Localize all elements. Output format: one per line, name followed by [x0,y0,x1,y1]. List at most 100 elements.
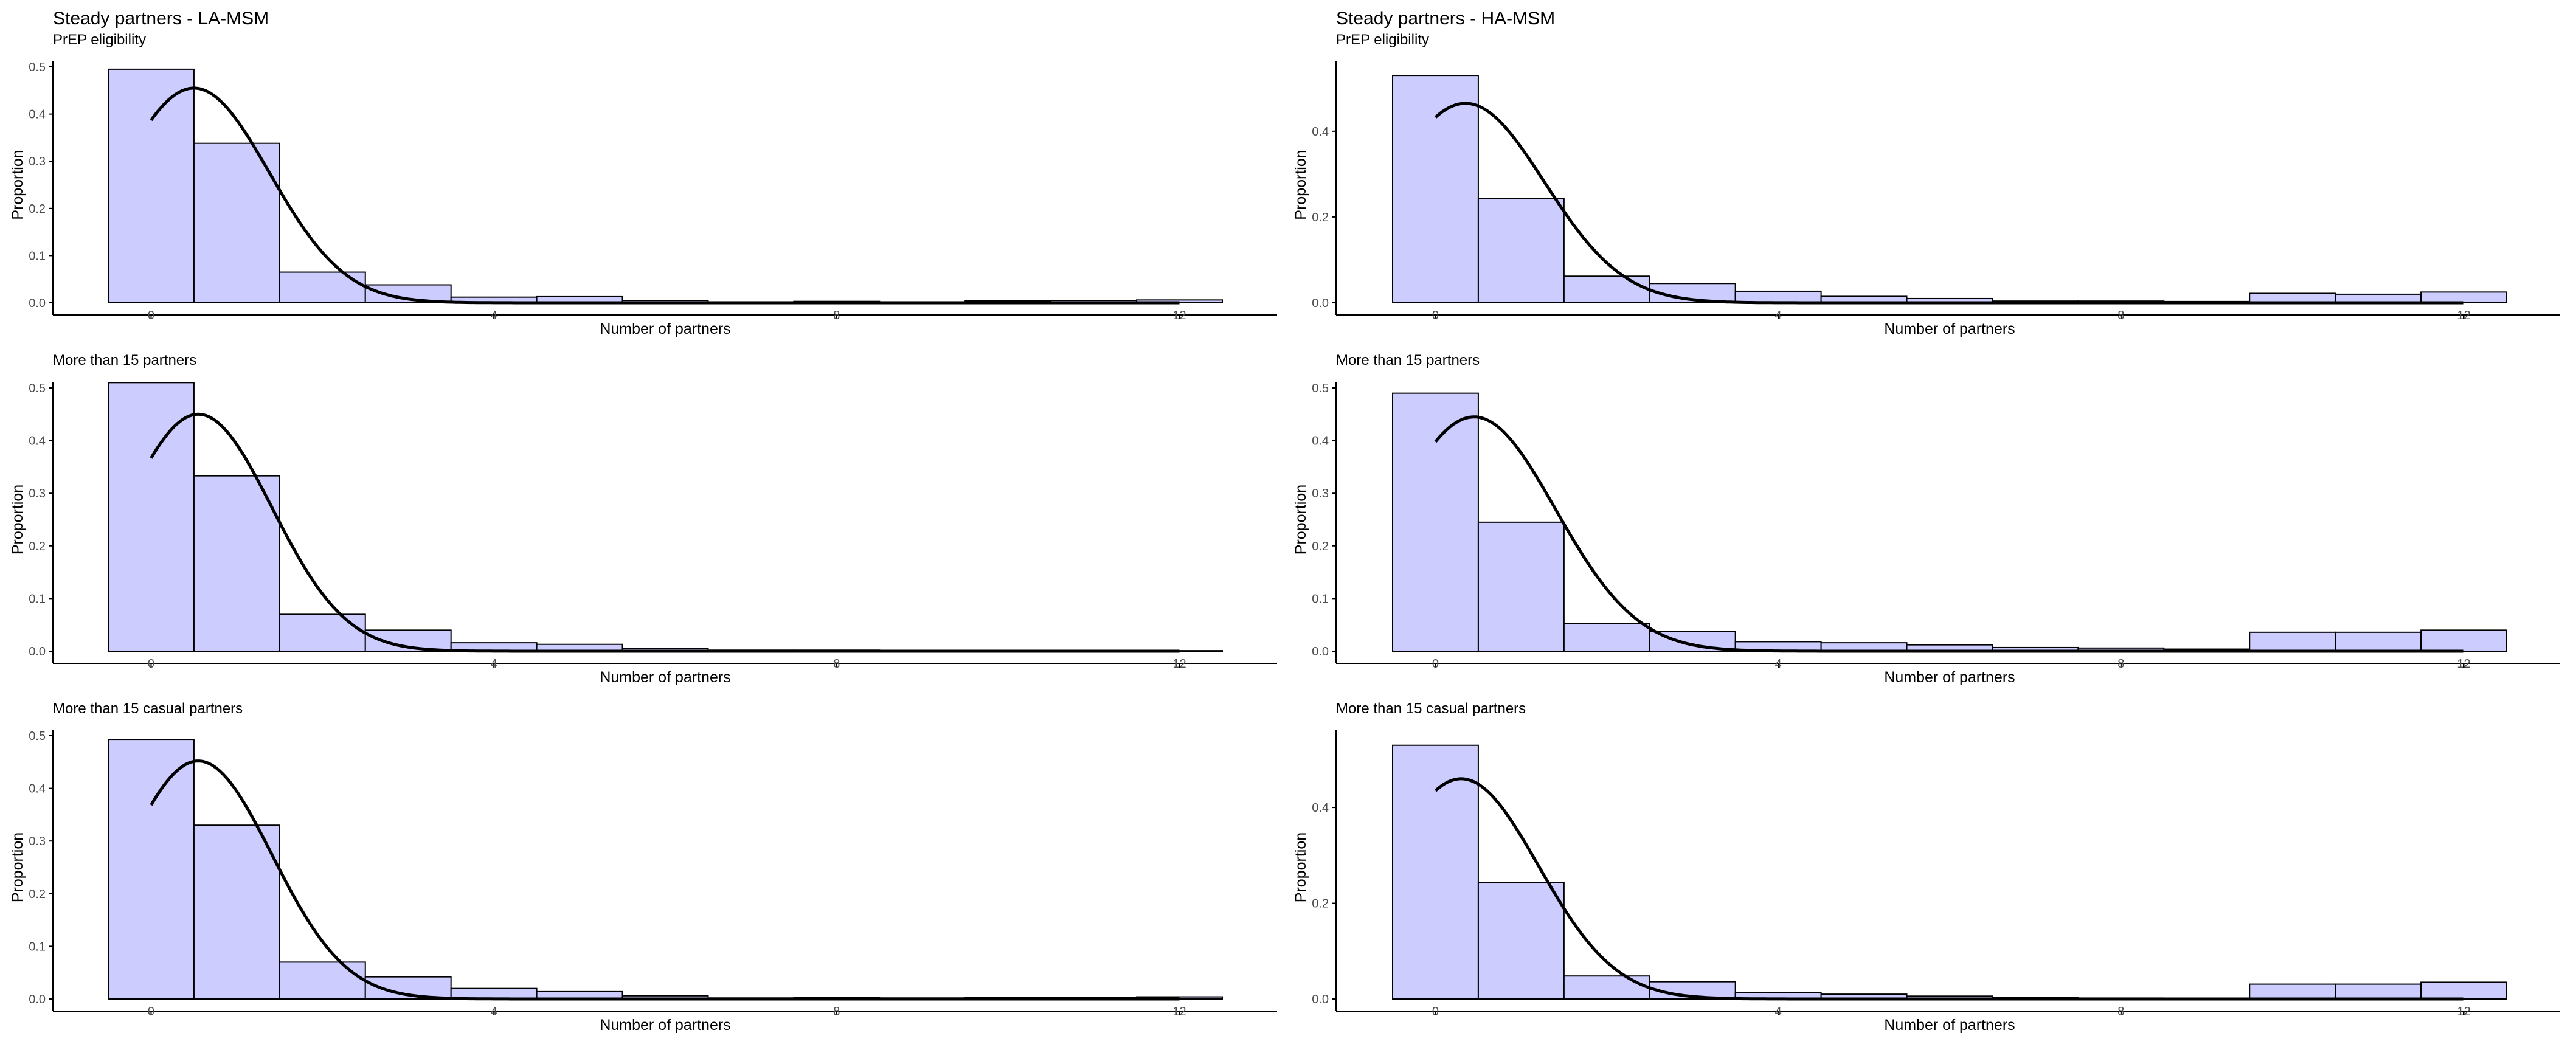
y-tick-label: 0.0 [1312,993,1329,1006]
x-tick-label: 12 [1172,1005,1186,1018]
panel-5: More than 15 casual partners 0.0 0.1 0.2 0.3… [9,700,1277,1034]
y-tick-label: 0.1 [1312,592,1329,606]
x-axis-label: Number of partners [600,669,730,686]
panel-1: PrEP eligibility 0.0 0.1 0.2 0.3 0.4 0.5 0 4 8 12 N… [9,32,1277,337]
y-tick-label: 0.4 [1312,125,1329,139]
x-tick-label: 0 [1432,309,1439,322]
x-tick-label: 12 [1172,309,1186,322]
x-tick-label: 0 [148,1005,154,1018]
histogram-bar [1563,975,1650,1000]
histogram-bar [193,475,280,652]
panel-subtitle: PrEP eligibility [1336,32,1429,48]
histogram-bar [279,271,366,303]
histogram-bar [2420,981,2507,1000]
y-tick-label: 0.1 [29,592,46,606]
y-axis-label: Proportion [9,150,26,219]
histogram-bar [2335,983,2422,1000]
x-tick-label: 4 [1775,1005,1782,1018]
x-tick-label: 8 [833,1005,840,1018]
x-axis-label: Number of partners [1884,1017,2015,1034]
histogram-bar [2249,983,2336,1000]
histogram-bar [1477,521,1565,652]
chart-title: Steady partners - HA-MSM [1336,9,1555,29]
y-tick-label: 0.4 [1312,801,1329,815]
y-tick-label: 0.0 [29,645,46,658]
x-tick-label: 8 [2117,1005,2124,1018]
y-tick-label: 0.5 [1312,382,1329,395]
x-tick-label: 12 [1172,657,1186,671]
chart-title: Steady partners - LA-MSM [53,9,269,29]
x-tick-label: 4 [491,1005,497,1018]
y-tick-label: 0.5 [29,382,46,395]
density-curve [150,412,1180,653]
y-tick-label: 0.0 [29,297,46,310]
y-tick-label: 0.3 [29,155,46,168]
y-tick-label: 0.1 [29,249,46,263]
histogram-bar [1392,392,1479,652]
panel-subtitle: More than 15 partners [53,352,196,368]
histogram-bar [1563,275,1650,303]
panel-2: PrEP eligibility 0.0 0.2 0.4 0 4 8 12 Number of … [1292,32,2560,337]
x-axis-label: Number of partners [600,1017,730,1034]
y-tick-label: 0.3 [29,835,46,848]
y-tick-label: 0.1 [29,940,46,953]
density-curve [1434,102,2464,305]
y-tick-label: 0.0 [29,993,46,1006]
histogram-bar [108,739,195,1000]
x-tick-label: 0 [1432,1005,1439,1018]
histogram-bar [2249,631,2336,652]
y-tick-label: 0.2 [1312,897,1329,911]
panel-6: More than 15 casual partners 0.0 0.2 0.4 0 4 8… [1292,700,2560,1034]
y-tick-label: 0.0 [1312,645,1329,658]
histogram-bar [193,824,280,1000]
y-axis-label: Proportion [9,485,26,555]
y-tick-label: 0.5 [29,730,46,743]
histogram-bar [1477,198,1565,304]
y-tick-label: 0.2 [29,888,46,901]
histogram-bar [1477,882,1565,1000]
histogram-bar [193,142,280,303]
y-tick-label: 0.5 [29,61,46,74]
y-axis-label: Proportion [1292,485,1309,555]
x-axis-label: Number of partners [1884,320,2015,337]
panel-subtitle: More than 15 casual partners [1336,700,1526,717]
x-tick-label: 8 [833,657,840,671]
panel-3: More than 15 partners 0.0 0.1 0.2 0.3 0.4 0.5 0… [9,352,1277,686]
y-tick-label: 0.4 [29,108,46,122]
x-tick-label: 0 [1432,657,1439,671]
histogram-bar [1392,75,1479,303]
x-tick-label: 12 [2457,1005,2470,1018]
y-tick-label: 0.3 [1312,487,1329,500]
x-tick-label: 4 [1775,309,1782,322]
density-curve [150,86,1180,305]
panel-subtitle: More than 15 casual partners [53,700,243,717]
y-tick-label: 0.4 [1312,435,1329,448]
x-axis-label: Number of partners [1884,669,2015,686]
x-tick-label: 12 [2457,657,2470,671]
panel-subtitle: More than 15 partners [1336,352,1480,368]
y-tick-label: 0.0 [1312,297,1329,310]
y-axis-label: Proportion [1292,150,1309,219]
histogram-bar [108,68,195,303]
y-tick-label: 0.2 [1312,540,1329,553]
y-tick-label: 0.2 [29,202,46,216]
x-tick-label: 0 [148,657,154,671]
histogram-bar [2335,631,2422,652]
density-curve [1434,777,2464,1001]
y-tick-label: 0.2 [1312,211,1329,224]
x-tick-label: 8 [2117,657,2124,671]
y-axis-label: Proportion [9,832,26,902]
x-tick-label: 4 [1775,657,1782,671]
x-tick-label: 0 [148,309,154,322]
x-tick-label: 4 [491,657,497,671]
y-tick-label: 0.3 [29,487,46,500]
x-tick-label: 4 [491,309,497,322]
y-tick-label: 0.4 [29,783,46,796]
histogram-bar [1392,744,1479,1000]
density-curve [150,759,1180,1001]
panel-subtitle: PrEP eligibility [53,32,146,48]
histogram-bar [108,382,195,652]
histogram-bar [279,613,366,652]
panel-4: More than 15 partners 0.0 0.1 0.2 0.3 0.4 0.5 0… [1292,352,2560,686]
x-tick-label: 12 [2457,309,2470,322]
